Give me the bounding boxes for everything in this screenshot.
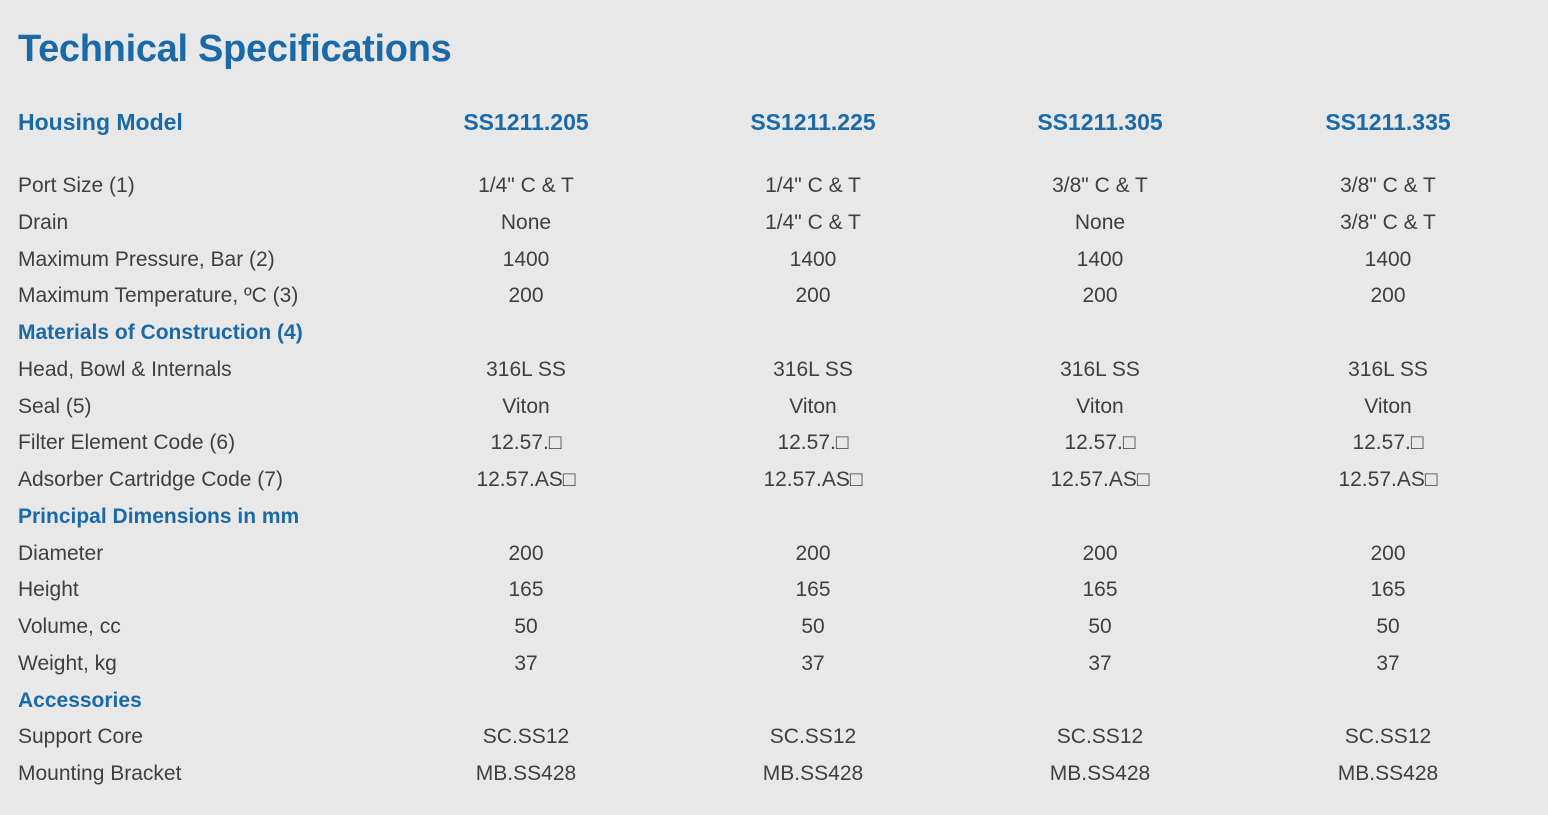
spec-value: 12.57.□ — [777, 431, 849, 455]
table-row: Port Size (1) 1/4" C & T 1/4" C & T 3/8" C … — [0, 168, 1548, 205]
spec-value: 200 — [1082, 541, 1118, 565]
table-row: Head, Bowl & Internals 316L SS 316L SS 316L… — [0, 352, 1548, 389]
spec-label: Diameter — [18, 541, 104, 565]
table-row: Diameter 200 200 200 200 — [0, 536, 1548, 573]
table-row: Seal (5) Viton Viton Viton Viton — [0, 389, 1548, 426]
spec-label: Weight, kg — [18, 651, 117, 675]
spec-label: Maximum Temperature, ºC (3) — [18, 284, 299, 308]
spec-value: MB.SS428 — [1049, 762, 1151, 785]
spec-value: 165 — [508, 578, 544, 602]
model-header: SS1211.225 — [750, 109, 876, 135]
section-heading: Materials of Construction (4) — [18, 321, 303, 344]
spec-value: 1400 — [1076, 247, 1124, 271]
spec-value: 200 — [1082, 284, 1118, 308]
spec-label: Support Core — [18, 725, 143, 749]
spec-value: 12.57.□ — [1352, 431, 1424, 455]
spec-value: 1400 — [502, 247, 550, 271]
section-heading: Principal Dimensions in mm — [18, 504, 300, 528]
housing-model-label: Housing Model — [18, 109, 183, 135]
model-header: SS1211.205 — [463, 109, 589, 135]
table-row: Support Core SC.SS12 SC.SS12 SC.SS12 SC.SS12 — [0, 719, 1548, 756]
spec-value: 200 — [795, 284, 831, 308]
spec-value: 200 — [1370, 284, 1406, 308]
spec-value: 200 — [508, 284, 544, 308]
spec-value: 316L SS — [1348, 357, 1428, 381]
spec-value: 200 — [508, 541, 544, 565]
spec-label: Filter Element Code (6) — [18, 431, 236, 455]
spec-value: 165 — [1370, 578, 1406, 602]
spec-value: Viton — [1364, 394, 1412, 418]
table-row: Drain None 1/4" C & T None 3/8" C & T — [0, 205, 1548, 242]
spec-value: MB.SS428 — [475, 762, 577, 785]
table-row: Maximum Temperature, ºC (3) 200 200 200 200 — [0, 278, 1548, 315]
section-heading-row: Materials of Construction (4) — [0, 315, 1548, 352]
spec-value: 12.57.AS□ — [1338, 468, 1438, 491]
spec-label: Drain — [18, 210, 69, 234]
spec-value: 50 — [1376, 615, 1400, 638]
table-header-row: Housing Model SS1211.205 SS1211.225 SS12… — [0, 104, 1548, 140]
spec-value: MB.SS428 — [762, 762, 864, 785]
spec-value: 3/8" C & T — [1052, 174, 1148, 197]
spec-value: 165 — [1082, 578, 1118, 602]
spec-value: 3/8" C & T — [1340, 210, 1436, 234]
spec-value: 37 — [1088, 651, 1112, 675]
spec-value: 12.57.□ — [1064, 431, 1136, 455]
spec-label: Seal (5) — [18, 394, 92, 418]
spec-value: 1400 — [789, 247, 837, 271]
spec-value: 12.57.AS□ — [476, 468, 576, 491]
spec-value: 200 — [1370, 541, 1406, 565]
spec-value: 1/4" C & T — [765, 210, 861, 234]
spec-value: SC.SS12 — [1056, 725, 1144, 749]
spec-value: Viton — [789, 394, 837, 418]
table-row: Maximum Pressure, Bar (2) 1400 1400 1400 140… — [0, 242, 1548, 279]
spec-value: SC.SS12 — [769, 725, 857, 749]
spec-value: 1/4" C & T — [478, 174, 574, 197]
spec-value: 316L SS — [773, 357, 853, 381]
spec-value: 1400 — [1364, 247, 1412, 271]
model-header: SS1211.335 — [1325, 109, 1451, 135]
spec-value: 200 — [795, 541, 831, 565]
spec-value: 12.57.AS□ — [763, 468, 863, 491]
spec-label: Adsorber Cartridge Code (7) — [18, 468, 283, 491]
spec-value: 37 — [801, 651, 825, 675]
spec-value: 12.57.AS□ — [1050, 468, 1150, 491]
spec-value: 165 — [795, 578, 831, 602]
spec-value: 12.57.□ — [490, 431, 562, 455]
table-row: Weight, kg 37 37 37 37 — [0, 646, 1548, 683]
spec-value: Viton — [502, 394, 550, 418]
spec-label: Port Size (1) — [18, 174, 135, 197]
table-row: Adsorber Cartridge Code (7) 12.57.AS□ 12.5… — [0, 462, 1548, 499]
spec-label: Mounting Bracket — [18, 762, 182, 785]
spec-value: 316L SS — [486, 357, 566, 381]
spec-table-body: Port Size (1) 1/4" C & T 1/4" C & T 3/8" C … — [0, 168, 1548, 793]
model-header: SS1211.305 — [1037, 109, 1163, 135]
spec-value: None — [500, 210, 552, 234]
spec-value: 37 — [514, 651, 538, 675]
spec-value: 50 — [514, 615, 538, 638]
table-row: Volume, cc 50 50 50 50 — [0, 609, 1548, 646]
section-heading: Accessories — [18, 688, 142, 712]
section-heading-row: Principal Dimensions in mm — [0, 499, 1548, 536]
section-heading-row: Accessories — [0, 683, 1548, 720]
spec-label: Maximum Pressure, Bar (2) — [18, 247, 275, 271]
spec-value: SC.SS12 — [1344, 725, 1432, 749]
table-row: Filter Element Code (6) 12.57.□ 12.57.□ 12.… — [0, 425, 1548, 462]
spec-value: SC.SS12 — [482, 725, 570, 749]
spec-value: 50 — [1088, 615, 1112, 638]
spec-value: 1/4" C & T — [765, 174, 861, 197]
page-title: Technical Specifications — [18, 28, 452, 70]
spec-label: Height — [18, 578, 79, 602]
spec-value: 50 — [801, 615, 825, 638]
spec-value: MB.SS428 — [1337, 762, 1439, 785]
spec-value: 316L SS — [1060, 357, 1140, 381]
spec-value: 37 — [1376, 651, 1400, 675]
spec-value: None — [1074, 210, 1126, 234]
table-row: Mounting Bracket MB.SS428 MB.SS428 MB.SS428… — [0, 756, 1548, 793]
spec-label: Volume, cc — [18, 615, 121, 638]
spec-value: 3/8" C & T — [1340, 174, 1436, 197]
spec-value: Viton — [1076, 394, 1124, 418]
spec-label: Head, Bowl & Internals — [18, 357, 232, 381]
table-row: Height 165 165 165 165 — [0, 572, 1548, 609]
